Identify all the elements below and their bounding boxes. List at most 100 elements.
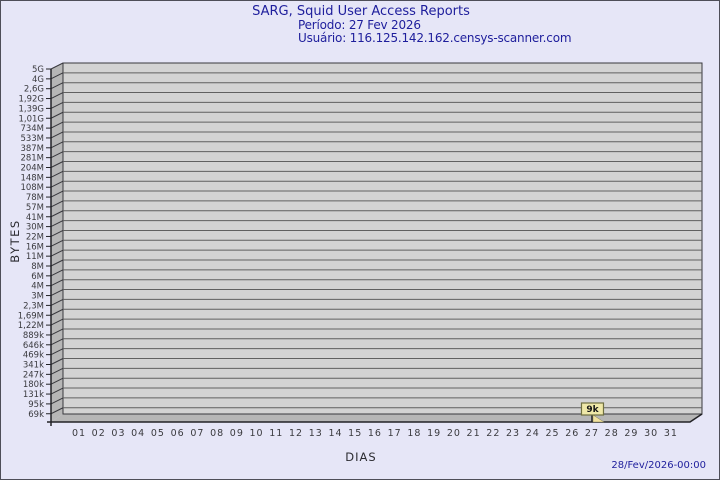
plot-area (62, 62, 703, 415)
wall-grid-diagonal (50, 220, 64, 228)
x-tick-label: 03 (111, 428, 125, 439)
wall-grid-diagonal (50, 82, 64, 90)
y-tick-label: 387M (20, 144, 44, 154)
x-tick-label: 08 (210, 428, 224, 439)
y-tick-label: 180k (23, 380, 44, 390)
wall-grid-diagonal (50, 328, 64, 336)
wall-grid-diagonal (50, 279, 64, 287)
x-tick-label: 07 (190, 428, 204, 439)
x-tick-label: 29 (624, 428, 638, 439)
y-tick-label: 734M (20, 124, 44, 134)
wall-grid-diagonal (50, 92, 64, 99)
wall-grid-diagonal (50, 151, 64, 159)
wall-grid-diagonal (50, 249, 64, 257)
wall-grid-diagonal (50, 387, 64, 395)
x-tick-label: 10 (250, 428, 264, 439)
wall-grid-diagonal (50, 101, 64, 109)
wall-grid-diagonal (50, 170, 64, 178)
wall-grid-diagonal (50, 367, 64, 375)
y-tick-label: 6M (31, 272, 44, 282)
y-axis-title: BYTES (8, 219, 22, 263)
x-tick-label: 04 (131, 428, 145, 439)
y-tick-label: 4G (32, 75, 44, 85)
wall-grid-diagonal (50, 190, 64, 198)
y-tick-label: 69k (28, 410, 44, 420)
report-user: Usuário: 116.125.142.162.censys-scanner.… (298, 31, 572, 45)
x-tick-label: 23 (506, 428, 520, 439)
wall-grid-diagonal (50, 407, 64, 415)
y-tick-label: 1,69M (18, 311, 44, 321)
wall-grid-diagonal (50, 338, 64, 346)
x-tick-label: 05 (151, 428, 165, 439)
x-tick-label: 16 (368, 428, 382, 439)
y-tick-label: 341k (23, 361, 44, 371)
x-tick-label: 19 (427, 428, 441, 439)
x-axis-title: DIAS (345, 450, 377, 464)
wall-grid-diagonal (50, 358, 64, 365)
y-tick-label: 1,22M (18, 321, 44, 331)
y-tick-label: 2,3M (23, 301, 44, 311)
x-tick-label: 18 (407, 428, 421, 439)
wall-grid-diagonal (50, 377, 64, 385)
y-tick-label: 2,6G (24, 85, 44, 95)
y-tick-label: 1,39G (18, 104, 44, 114)
y-tick-label: 3M (31, 292, 44, 302)
x-tick-label: 20 (447, 428, 461, 439)
y-tick-label: 16M (26, 242, 44, 252)
chart-floor (51, 414, 702, 422)
x-tick-label: 12 (289, 428, 303, 439)
y-tick-label: 469k (23, 351, 44, 361)
y-tick-label: 889k (23, 331, 44, 341)
wall-grid-diagonal (50, 318, 64, 326)
y-tick-label: 4M (31, 282, 44, 292)
wall-grid-diagonal (50, 210, 64, 218)
wall-grid-diagonal (50, 289, 64, 296)
x-tick-label: 26 (565, 428, 579, 439)
y-tick-label: 30M (26, 223, 44, 233)
report-period: Período: 27 Fev 2026 (298, 18, 421, 32)
wall-grid-diagonal (50, 348, 64, 356)
y-tick-label: 247k (23, 370, 44, 380)
peak-pennant (592, 414, 605, 423)
y-tick-label: 131k (23, 390, 44, 400)
wall-grid-diagonal (50, 200, 64, 208)
y-tick-label: 11M (26, 252, 44, 262)
report-title: SARG, Squid User Access Reports (252, 4, 470, 19)
wall-grid-diagonal (50, 230, 64, 237)
peak-value-label: 9k (586, 405, 599, 415)
y-tick-label: 22M (26, 232, 44, 242)
x-tick-label: 30 (644, 428, 658, 439)
wall-grid-diagonal (50, 180, 64, 188)
y-tick-label: 78M (26, 193, 44, 203)
wall-grid-diagonal (50, 111, 64, 119)
x-tick-label: 17 (388, 428, 402, 439)
wall-grid-diagonal (50, 259, 64, 267)
y-tick-label: 41M (26, 213, 44, 223)
x-tick-label: 01 (72, 428, 86, 439)
y-tick-label: 533M (20, 134, 44, 144)
y-tick-label: 1,01G (18, 114, 44, 124)
wall-grid-diagonal (50, 141, 64, 149)
axis-line (47, 69, 703, 426)
x-tick-label: 21 (467, 428, 481, 439)
wall-grid-diagonal (50, 131, 64, 139)
y-tick-label: 281M (20, 154, 44, 164)
y-tick-label: 204M (20, 164, 44, 174)
y-tick-label: 1,92G (18, 95, 44, 105)
y-tick-label: 57M (26, 203, 44, 213)
wall-grid-diagonal (50, 397, 64, 405)
x-tick-label: 25 (545, 428, 559, 439)
wall-grid-diagonal (50, 308, 64, 316)
x-tick-label: 14 (328, 428, 342, 439)
x-tick-label: 02 (92, 428, 106, 439)
x-tick-label: 11 (269, 428, 283, 439)
x-tick-label: 15 (348, 428, 362, 439)
wall-grid-diagonal (50, 298, 64, 306)
x-tick-label: 27 (585, 428, 599, 439)
y-tick-label: 5G (32, 65, 44, 75)
wall-grid-diagonal (50, 121, 64, 129)
y-tick-label: 95k (28, 400, 44, 410)
peak-value-flag (580, 402, 605, 416)
